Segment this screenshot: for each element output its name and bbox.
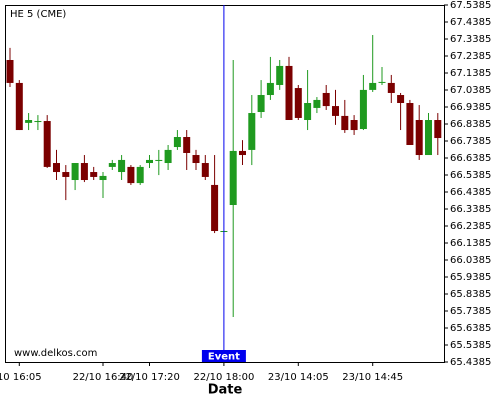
candle-body (266, 82, 274, 96)
candle-body (25, 120, 33, 123)
x-tick-label: 22/10 16:40 (73, 372, 134, 383)
candle-body (406, 103, 414, 145)
candle-body (359, 89, 367, 130)
candle-body (387, 82, 395, 93)
candle-body (155, 159, 163, 161)
y-tick-label: 67.3385 (450, 34, 491, 45)
x-tick-label: 23/10 14:05 (268, 372, 329, 383)
candle-body (276, 65, 284, 85)
candle-body (90, 172, 98, 177)
y-tick-label: 65.8385 (450, 289, 491, 300)
candle-body (201, 163, 209, 177)
candle-body (332, 106, 339, 116)
candle-body (183, 137, 191, 153)
y-tick-label: 67.0385 (450, 85, 491, 96)
candle-body (127, 166, 135, 184)
y-tick-label: 66.2385 (450, 221, 491, 232)
candle-body (99, 175, 107, 181)
candle-body (257, 95, 265, 113)
chart-title: HE 5 (CME) (10, 9, 66, 20)
candle-body (341, 115, 349, 131)
candle-body (229, 150, 237, 206)
x-tick-label: 23/10 14:45 (342, 372, 403, 383)
candle-body (146, 159, 153, 164)
y-tick-label: 66.3385 (450, 204, 491, 215)
candle-body (34, 121, 42, 123)
y-tick-label: 66.9385 (450, 102, 491, 113)
event-box (201, 350, 246, 362)
candle-body (15, 82, 23, 131)
x-tick-label: 22/10 17:20 (119, 372, 180, 383)
candle-body (43, 121, 51, 167)
candle-body (211, 184, 219, 232)
candle-body (425, 120, 432, 156)
candle-body (164, 149, 172, 164)
candle-body (108, 163, 116, 167)
y-tick-label: 66.5385 (450, 170, 491, 181)
y-tick-label: 66.1385 (450, 238, 491, 249)
candle-body (136, 166, 144, 184)
candle-body (415, 120, 423, 156)
y-tick-label: 66.7385 (450, 136, 491, 147)
event-label: Event (208, 352, 240, 363)
y-tick-label: 66.8385 (450, 119, 491, 130)
y-tick-label: 65.4385 (450, 357, 491, 368)
y-tick-label: 65.9385 (450, 272, 491, 283)
y-tick-label: 65.7385 (450, 306, 491, 317)
candle-body (397, 95, 405, 104)
y-tick-label: 65.5385 (450, 340, 491, 351)
y-tick-label: 66.4385 (450, 187, 491, 198)
candle-body (434, 120, 442, 139)
y-tick-label: 67.4385 (450, 17, 491, 28)
candle-body (322, 92, 330, 107)
y-tick-label: 65.6385 (450, 323, 491, 334)
y-tick-label: 66.0385 (450, 255, 491, 266)
y-tick-label: 67.5385 (450, 0, 491, 11)
candle-body (285, 65, 293, 121)
candle-body (62, 172, 70, 177)
candle-body (118, 159, 126, 173)
candle-body (239, 150, 246, 156)
candle-body (294, 88, 302, 118)
candle-body (53, 163, 60, 173)
candle-body (350, 120, 358, 131)
candle-body (173, 137, 181, 148)
y-tick-label: 67.1385 (450, 68, 491, 79)
y-tick-label: 67.2385 (450, 51, 491, 62)
candle-body (192, 155, 200, 164)
candle-body (304, 103, 312, 121)
candle-body (80, 163, 88, 181)
candle-body (378, 81, 386, 83)
candle-body (71, 163, 79, 181)
candle-body (6, 59, 14, 83)
candle-body (248, 113, 256, 150)
candle-body (313, 99, 321, 108)
x-tick-label: 22/10 18:00 (193, 372, 254, 383)
watermark: www.delkos.com (14, 348, 97, 359)
y-tick-label: 66.6385 (450, 153, 491, 164)
x-axis-label: Date (208, 383, 243, 398)
candle-body (369, 82, 377, 90)
x-tick-label: 10 16:05 (0, 372, 42, 383)
plot-frame (5, 5, 445, 363)
